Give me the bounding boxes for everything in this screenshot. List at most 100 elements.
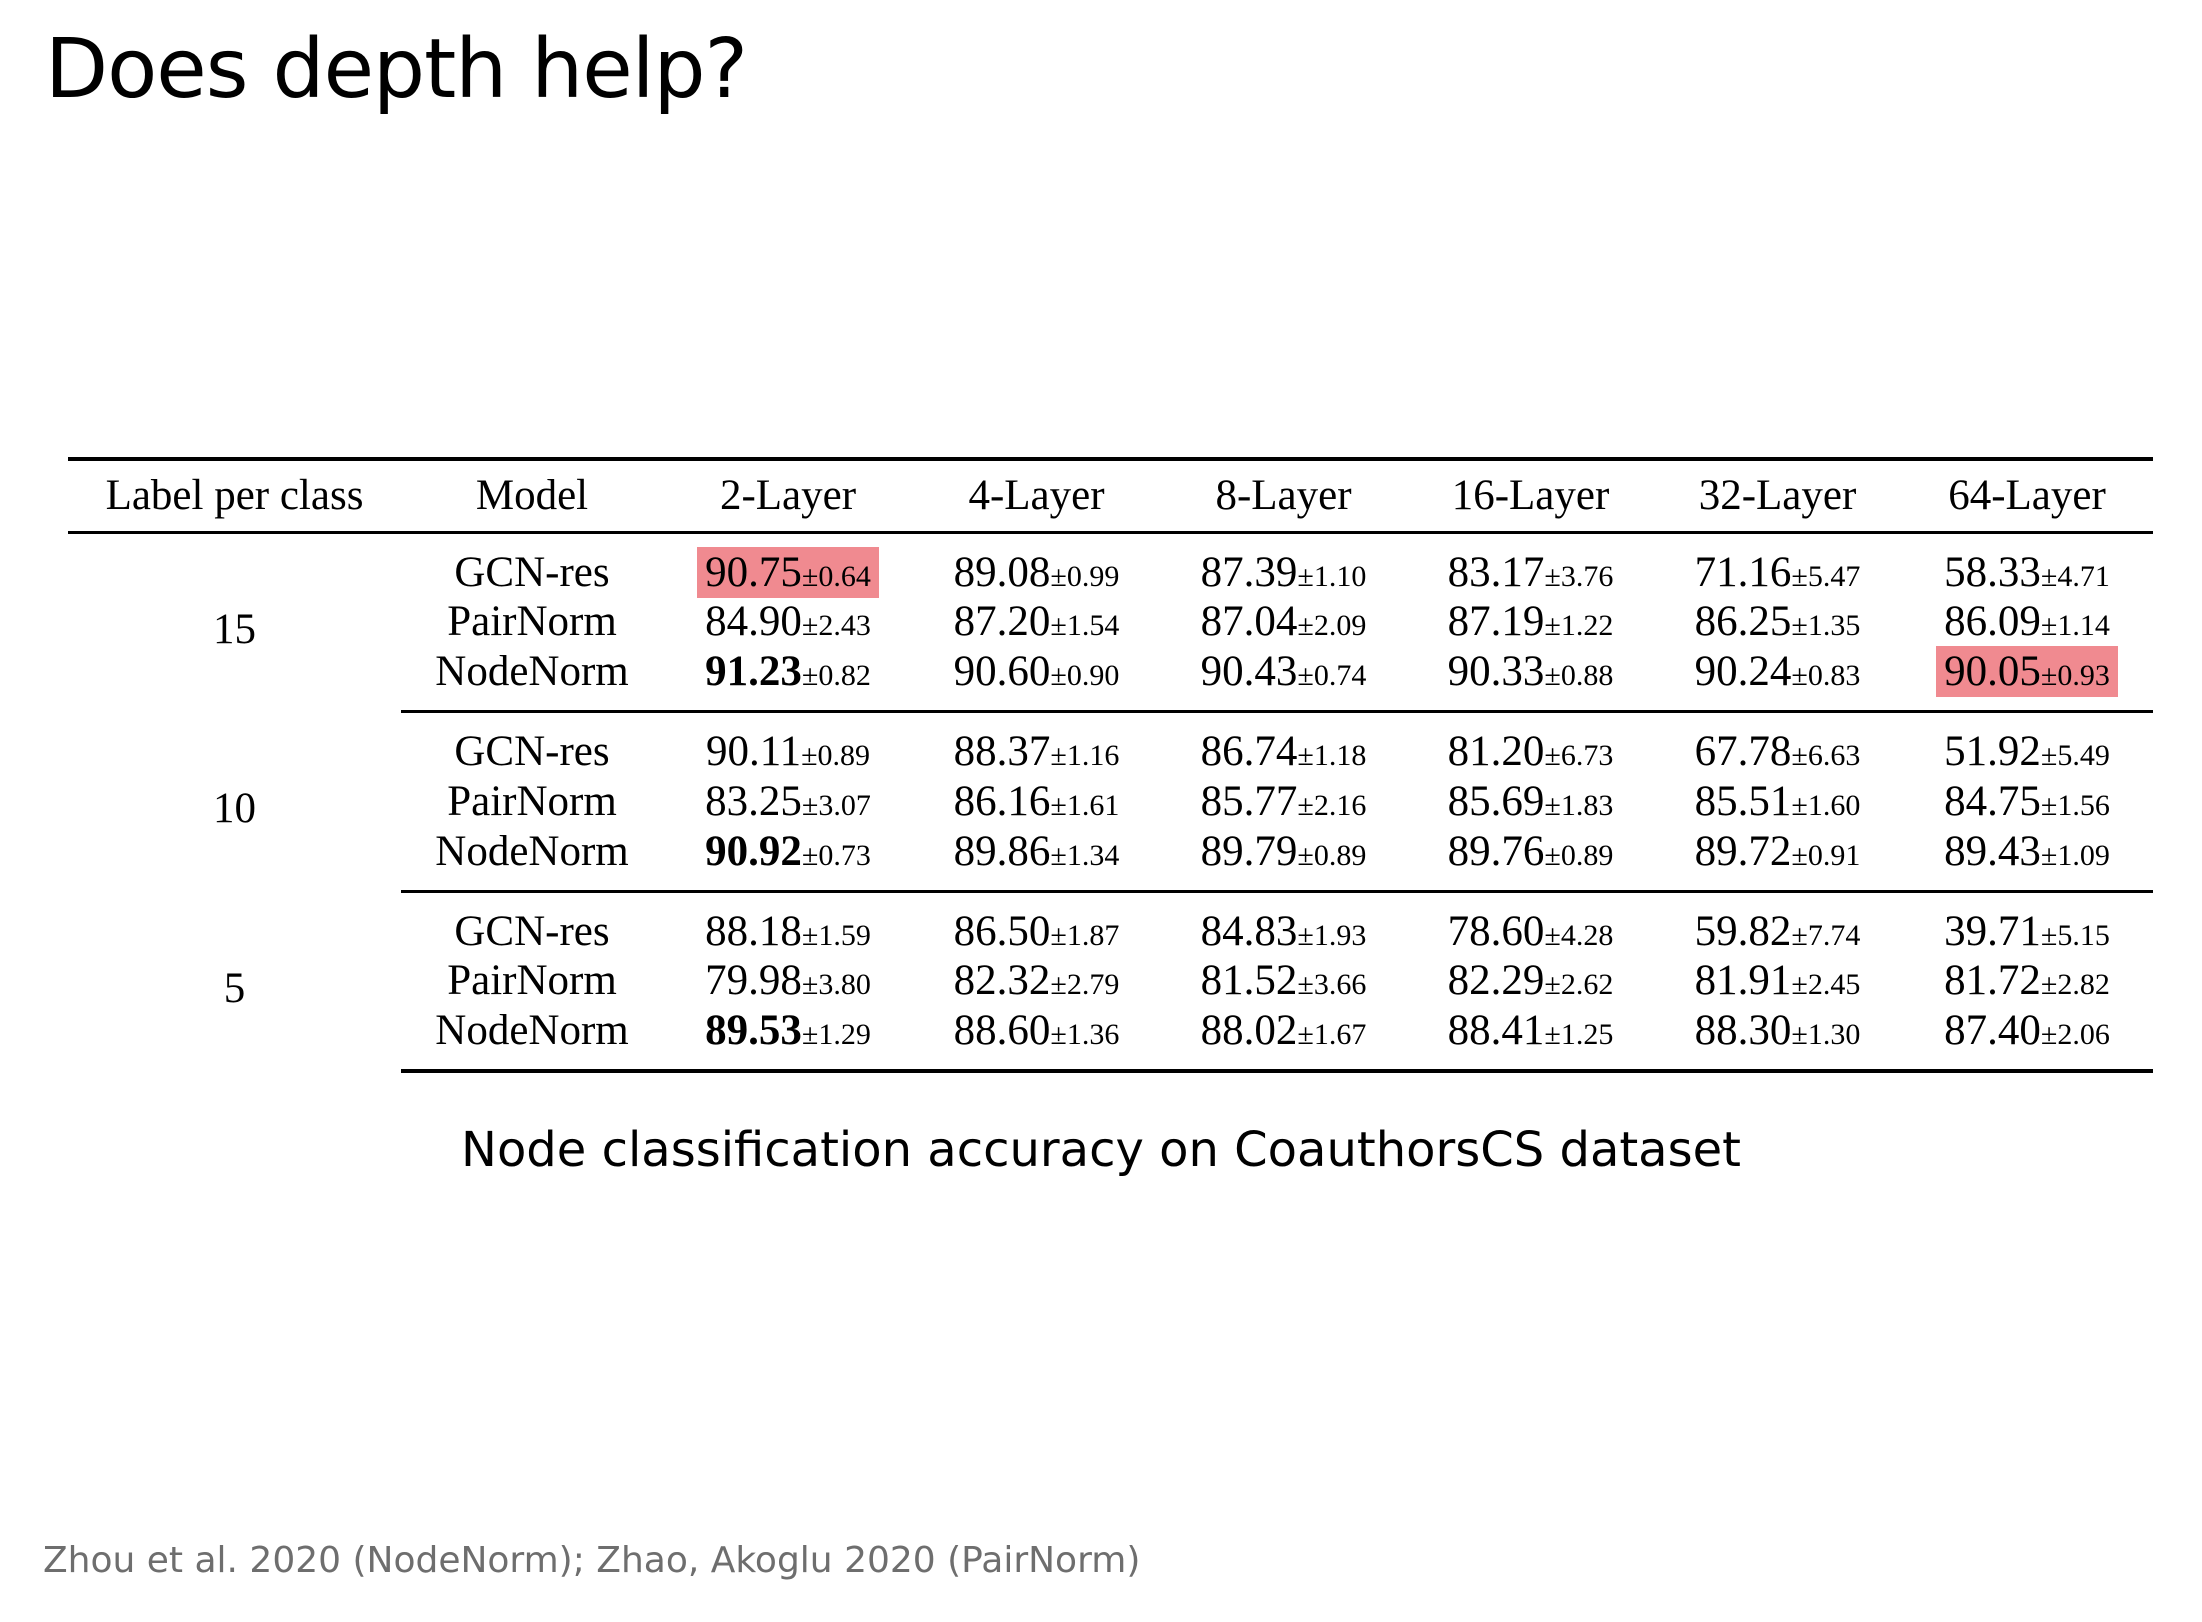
cell-value: 85.51±1.60 — [1695, 778, 1861, 825]
accuracy-cell: 89.43±1.09 — [1901, 826, 2153, 893]
cell-value: 85.69±1.83 — [1448, 778, 1614, 825]
std-deviation: ±1.83 — [1544, 788, 1614, 822]
cell-value: 81.91±2.45 — [1695, 957, 1861, 1004]
cell-value: 90.33±0.88 — [1448, 648, 1614, 695]
std-deviation: ±5.47 — [1791, 559, 1861, 593]
accuracy-cell: 81.20±6.73 — [1407, 712, 1654, 777]
mean-accuracy: 89.43 — [1944, 827, 2041, 875]
cell-value: 86.25±1.35 — [1695, 598, 1861, 645]
cell-value: 88.02±1.67 — [1201, 1007, 1367, 1054]
table-header-row: Label per class Model 2-Layer 4-Layer 8-… — [68, 457, 2153, 534]
mean-accuracy: 51.92 — [1944, 728, 2041, 775]
cell-value: 79.98±3.80 — [705, 957, 871, 1004]
std-deviation: ±2.06 — [2040, 1018, 2110, 1051]
accuracy-cell: 87.39±1.10 — [1160, 532, 1407, 597]
label-per-class-cell: 5 — [223, 964, 246, 1012]
std-deviation: ±4.71 — [2040, 559, 2110, 593]
std-deviation: ±1.35 — [1791, 609, 1861, 643]
cell-value: 88.60±1.36 — [954, 1007, 1120, 1054]
table-caption: Node classification accuracy on Coauthor… — [461, 1122, 1741, 1178]
table-row: NodeNorm 90.92±0.73 89.86±1.34 89.79±0.89 89… — [68, 826, 2153, 893]
std-deviation: ±0.89 — [801, 739, 871, 772]
mean-accuracy: 83.17 — [1447, 548, 1545, 596]
header-16-layer: 16-Layer — [1407, 457, 1654, 534]
accuracy-cell: 87.40±2.06 — [1901, 1006, 2153, 1073]
cell-value: 88.30±1.30 — [1695, 1007, 1861, 1054]
mean-accuracy: 79.98 — [705, 957, 802, 1005]
std-deviation: ±1.54 — [1050, 609, 1120, 643]
cell-value: 90.60±0.90 — [954, 648, 1120, 695]
mean-accuracy: 90.43 — [1200, 648, 1298, 695]
mean-accuracy: 81.72 — [1944, 957, 2041, 1005]
std-deviation: ±0.64 — [801, 559, 871, 593]
mean-accuracy: 89.08 — [953, 548, 1051, 596]
mean-accuracy: 86.09 — [1944, 598, 2041, 646]
table-group: 10 GCN-res 90.11±0.89 88.37±1.16 86.74±1.18 8… — [68, 712, 2153, 893]
mean-accuracy: 85.77 — [1200, 777, 1298, 825]
mean-accuracy: 90.33 — [1447, 648, 1545, 695]
mean-accuracy: 90.05 — [1944, 648, 2041, 695]
model-name-cell: GCN-res — [454, 548, 610, 596]
mean-accuracy: 85.69 — [1447, 777, 1545, 825]
cell-value: 87.40±2.06 — [1944, 1007, 2110, 1054]
std-deviation: ±0.89 — [1297, 838, 1367, 872]
std-deviation: ±1.59 — [801, 918, 871, 952]
cell-value: 87.19±1.22 — [1448, 598, 1614, 645]
std-deviation: ±3.07 — [801, 788, 871, 822]
mean-accuracy: 82.32 — [953, 957, 1051, 1005]
mean-accuracy: 90.92 — [705, 827, 802, 875]
accuracy-cell: 84.83±1.93 — [1160, 891, 1407, 956]
cell-value: 67.78±6.63 — [1695, 728, 1861, 775]
mean-accuracy: 88.37 — [953, 728, 1051, 775]
std-deviation: ±2.62 — [1544, 968, 1614, 1002]
std-deviation: ±1.93 — [1297, 918, 1367, 952]
cell-value: 89.76±0.89 — [1448, 828, 1614, 875]
header-32-layer: 32-Layer — [1654, 457, 1901, 534]
accuracy-cell: 39.71±5.15 — [1901, 891, 2153, 956]
accuracy-cell: 86.74±1.18 — [1160, 712, 1407, 777]
mean-accuracy: 67.78 — [1694, 728, 1792, 775]
accuracy-cell: 89.86±1.34 — [913, 826, 1160, 893]
accuracy-cell: 85.51±1.60 — [1654, 776, 1901, 827]
table-row: PairNorm 79.98±3.80 82.32±2.79 81.52±3.66 82… — [68, 956, 2153, 1007]
cell-value: 88.37±1.16 — [954, 728, 1120, 775]
cell-value: 87.20±1.54 — [954, 598, 1120, 645]
std-deviation: ±1.36 — [1050, 1018, 1120, 1051]
table-row: NodeNorm 91.23±0.82 90.60±0.90 90.43±0.74 90… — [68, 646, 2153, 713]
label-per-class-cell: 10 — [213, 784, 256, 832]
accuracy-cell: 88.41±1.25 — [1407, 1006, 1654, 1073]
slide-title: Does depth help? — [45, 22, 748, 117]
cell-value: 89.53±1.29 — [705, 1007, 871, 1054]
accuracy-cell: 83.17±3.76 — [1407, 532, 1654, 597]
highlighted-value: 90.05±0.93 — [1936, 646, 2118, 697]
table-row: 10 GCN-res 90.11±0.89 88.37±1.16 86.74±1.18 8… — [68, 712, 2153, 832]
std-deviation: ±3.66 — [1297, 968, 1367, 1002]
results-table: Label per class Model 2-Layer 4-Layer 8-… — [68, 457, 2153, 1073]
accuracy-cell: 84.75±1.56 — [1901, 776, 2153, 827]
cell-value: 86.16±1.61 — [954, 778, 1120, 825]
std-deviation: ±7.74 — [1791, 918, 1861, 952]
cell-value: 86.09±1.14 — [1944, 598, 2110, 645]
std-deviation: ±2.43 — [801, 609, 871, 643]
accuracy-cell: 86.09±1.14 — [1901, 597, 2153, 648]
mean-accuracy: 90.60 — [953, 648, 1051, 695]
table-row: PairNorm 84.90±2.43 87.20±1.54 87.04±2.09 87… — [68, 597, 2153, 648]
accuracy-cell: 87.04±2.09 — [1160, 597, 1407, 648]
accuracy-cell: 58.33±4.71 — [1901, 532, 2153, 597]
std-deviation: ±0.83 — [1791, 659, 1861, 692]
cell-value: 83.25±3.07 — [705, 778, 871, 825]
std-deviation: ±2.09 — [1297, 609, 1367, 643]
table-row: 15 GCN-res 90.75±0.64 89.08±0.99 87.39±1.10 8… — [68, 532, 2153, 653]
accuracy-cell: 71.16±5.47 — [1654, 532, 1901, 597]
mean-accuracy: 90.75 — [705, 548, 802, 596]
cell-value: 91.23±0.82 — [705, 648, 871, 695]
mean-accuracy: 89.76 — [1447, 827, 1545, 875]
cell-value: 71.16±5.47 — [1695, 549, 1861, 596]
accuracy-cell: 85.77±2.16 — [1160, 776, 1407, 827]
accuracy-cell: 91.23±0.82 — [663, 647, 913, 713]
mean-accuracy: 89.53 — [705, 1007, 802, 1054]
cell-value: 59.82±7.74 — [1695, 908, 1861, 955]
accuracy-cell: 89.72±0.91 — [1654, 826, 1901, 893]
accuracy-cell: 90.05±0.93 — [1901, 646, 2153, 713]
mean-accuracy: 84.75 — [1944, 777, 2041, 825]
